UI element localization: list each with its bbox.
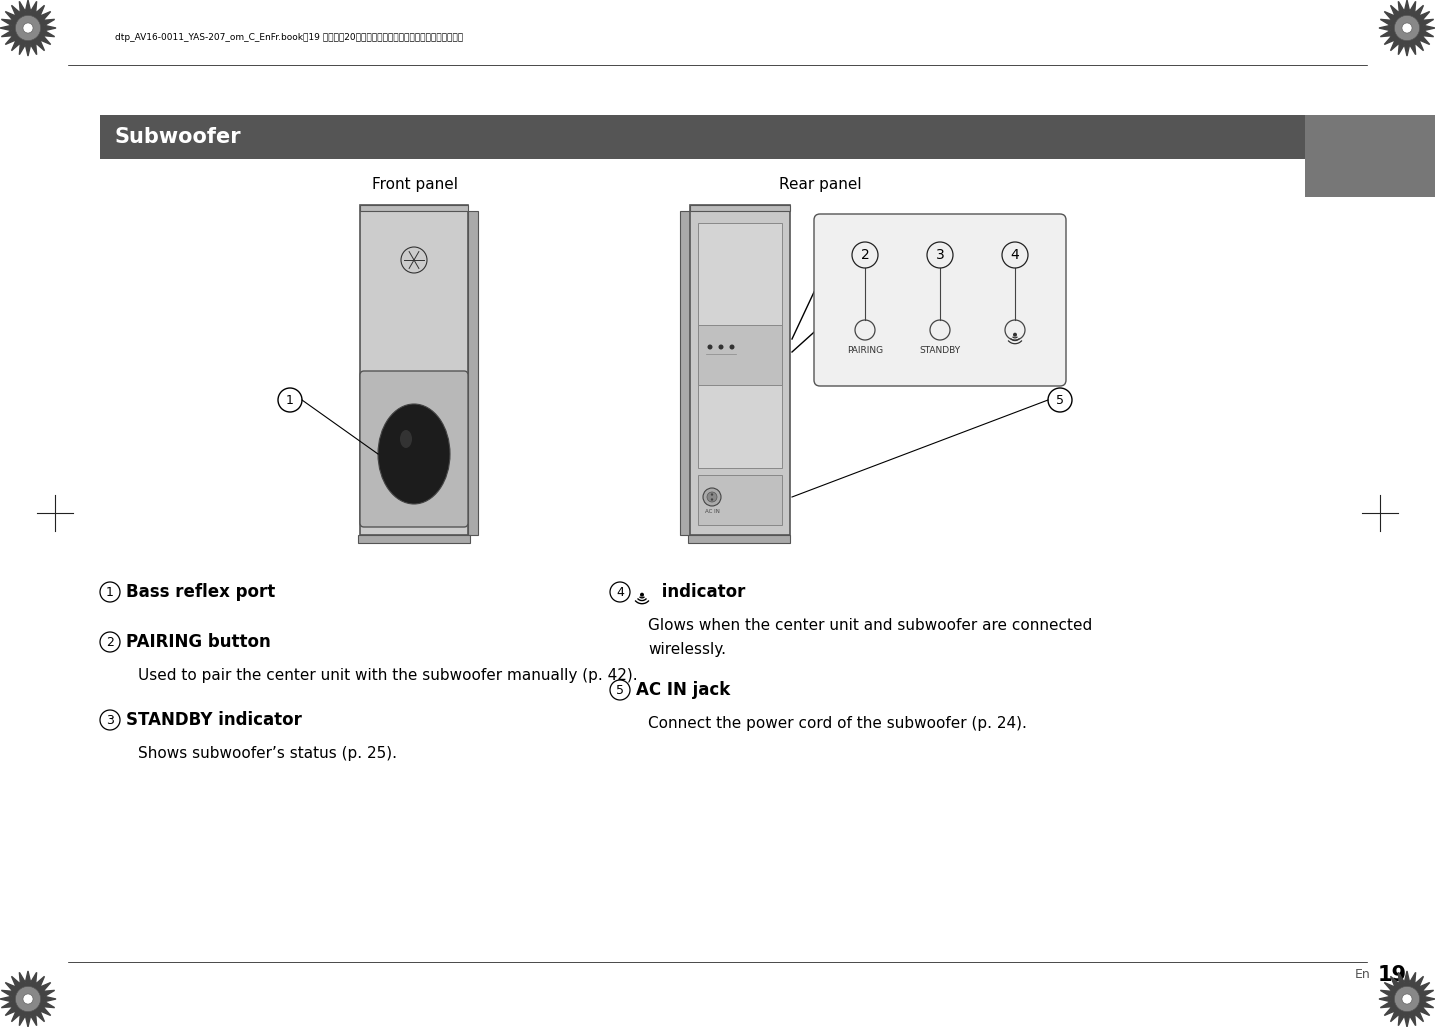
Circle shape [703,488,720,506]
Circle shape [1013,333,1017,337]
Polygon shape [1379,971,1435,1027]
Text: 3: 3 [106,714,113,726]
Text: AC IN: AC IN [705,509,719,514]
Circle shape [1395,15,1419,41]
Ellipse shape [400,430,412,448]
Bar [680,211,690,535]
Bar [690,205,791,211]
Ellipse shape [406,444,422,464]
Bar [697,223,782,468]
Text: 1: 1 [106,585,113,599]
Polygon shape [0,0,56,56]
Bar [687,535,791,543]
Text: 4: 4 [1010,248,1019,262]
Bar [697,325,782,385]
Circle shape [23,994,33,1004]
Circle shape [640,593,644,597]
Circle shape [1402,994,1412,1004]
Ellipse shape [387,418,441,490]
Text: Subwoofer: Subwoofer [113,127,241,147]
Text: AC IN jack: AC IN jack [636,681,730,699]
Bar [468,211,478,535]
Circle shape [719,344,723,349]
Text: 4: 4 [616,585,624,599]
Text: Shows subwoofer’s status (p. 25).: Shows subwoofer’s status (p. 25). [138,746,397,761]
Polygon shape [0,971,56,1027]
Text: 5: 5 [616,684,624,696]
Text: STANDBY indicator: STANDBY indicator [126,711,301,729]
Polygon shape [1379,0,1435,56]
Circle shape [710,498,713,501]
Text: Front panel: Front panel [372,177,458,192]
Text: Glows when the center unit and subwoofer are connected: Glows when the center unit and subwoofer… [649,618,1092,633]
Circle shape [1402,23,1412,33]
Ellipse shape [397,431,430,477]
Text: STANDBY: STANDBY [920,346,960,355]
FancyBboxPatch shape [360,205,468,535]
Bar [1304,115,1435,197]
Circle shape [1395,986,1419,1012]
Text: 19: 19 [1378,965,1408,985]
Circle shape [23,23,33,33]
Text: Bass reflex port: Bass reflex port [126,583,276,601]
FancyBboxPatch shape [690,205,791,535]
Text: En: En [1355,968,1370,982]
Text: indicator: indicator [656,583,745,601]
Ellipse shape [377,404,451,504]
Bar [100,115,1304,159]
FancyBboxPatch shape [360,371,468,527]
Text: 2: 2 [861,248,870,262]
Text: wirelessly.: wirelessly. [649,642,726,657]
Text: PAIRING: PAIRING [847,346,883,355]
Text: Connect the power cord of the subwoofer (p. 24).: Connect the power cord of the subwoofer … [649,716,1027,731]
Circle shape [710,493,713,496]
Text: Rear panel: Rear panel [779,177,861,192]
Text: PAIRING button: PAIRING button [126,633,271,651]
Circle shape [16,15,40,41]
Text: 2: 2 [106,636,113,648]
Text: 3: 3 [936,248,944,262]
Bar [357,535,471,543]
Text: 5: 5 [1056,393,1063,407]
Bar [360,205,468,211]
Text: dtp_AV16-0011_YAS-207_om_C_EnFr.book　19 ページ、20１７年４月１３日　木曜日　午後３時４１分: dtp_AV16-0011_YAS-207_om_C_EnFr.book 19 … [115,34,464,42]
Text: Used to pair the center unit with the subwoofer manually (p. 42).: Used to pair the center unit with the su… [138,668,637,683]
Bar [697,476,782,525]
Circle shape [16,986,40,1012]
FancyBboxPatch shape [814,214,1066,386]
Text: 1: 1 [286,393,294,407]
Circle shape [707,492,718,502]
Circle shape [707,344,713,349]
Circle shape [729,344,735,349]
